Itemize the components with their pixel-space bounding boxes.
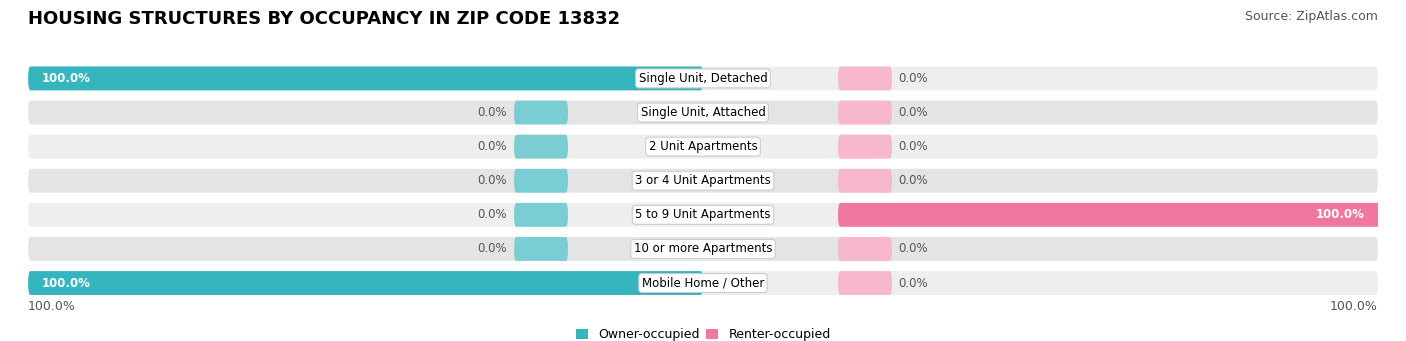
FancyBboxPatch shape	[28, 66, 1378, 90]
FancyBboxPatch shape	[515, 101, 568, 124]
FancyBboxPatch shape	[28, 66, 703, 90]
FancyBboxPatch shape	[28, 135, 1378, 159]
Text: HOUSING STRUCTURES BY OCCUPANCY IN ZIP CODE 13832: HOUSING STRUCTURES BY OCCUPANCY IN ZIP C…	[28, 10, 620, 28]
FancyBboxPatch shape	[28, 271, 1378, 295]
Text: 0.0%: 0.0%	[898, 140, 928, 153]
Text: Single Unit, Attached: Single Unit, Attached	[641, 106, 765, 119]
Text: 0.0%: 0.0%	[478, 106, 508, 119]
Text: Single Unit, Detached: Single Unit, Detached	[638, 72, 768, 85]
FancyBboxPatch shape	[838, 101, 891, 124]
Text: Source: ZipAtlas.com: Source: ZipAtlas.com	[1244, 10, 1378, 23]
Text: 100.0%: 100.0%	[1330, 300, 1378, 313]
Text: 100.0%: 100.0%	[42, 277, 90, 290]
FancyBboxPatch shape	[838, 135, 891, 159]
FancyBboxPatch shape	[28, 271, 703, 295]
FancyBboxPatch shape	[515, 135, 568, 159]
Text: 3 or 4 Unit Apartments: 3 or 4 Unit Apartments	[636, 174, 770, 187]
FancyBboxPatch shape	[838, 203, 1406, 227]
FancyBboxPatch shape	[515, 169, 568, 193]
Text: 100.0%: 100.0%	[42, 72, 90, 85]
Text: Mobile Home / Other: Mobile Home / Other	[641, 277, 765, 290]
FancyBboxPatch shape	[28, 101, 1378, 124]
FancyBboxPatch shape	[838, 66, 891, 90]
Text: 0.0%: 0.0%	[478, 242, 508, 255]
Text: 5 to 9 Unit Apartments: 5 to 9 Unit Apartments	[636, 208, 770, 221]
Text: 2 Unit Apartments: 2 Unit Apartments	[648, 140, 758, 153]
Text: 100.0%: 100.0%	[28, 300, 76, 313]
FancyBboxPatch shape	[838, 169, 891, 193]
Text: 0.0%: 0.0%	[478, 208, 508, 221]
Text: 100.0%: 100.0%	[1316, 208, 1364, 221]
FancyBboxPatch shape	[28, 203, 1378, 227]
FancyBboxPatch shape	[515, 203, 568, 227]
Text: 10 or more Apartments: 10 or more Apartments	[634, 242, 772, 255]
Text: 0.0%: 0.0%	[898, 106, 928, 119]
Text: 0.0%: 0.0%	[898, 242, 928, 255]
FancyBboxPatch shape	[515, 237, 568, 261]
FancyBboxPatch shape	[838, 271, 891, 295]
FancyBboxPatch shape	[28, 169, 1378, 193]
FancyBboxPatch shape	[838, 237, 891, 261]
Text: 0.0%: 0.0%	[898, 72, 928, 85]
FancyBboxPatch shape	[28, 237, 1378, 261]
Legend: Owner-occupied, Renter-occupied: Owner-occupied, Renter-occupied	[571, 323, 835, 341]
Text: 0.0%: 0.0%	[898, 174, 928, 187]
Text: 0.0%: 0.0%	[478, 140, 508, 153]
Text: 0.0%: 0.0%	[478, 174, 508, 187]
Text: 0.0%: 0.0%	[898, 277, 928, 290]
